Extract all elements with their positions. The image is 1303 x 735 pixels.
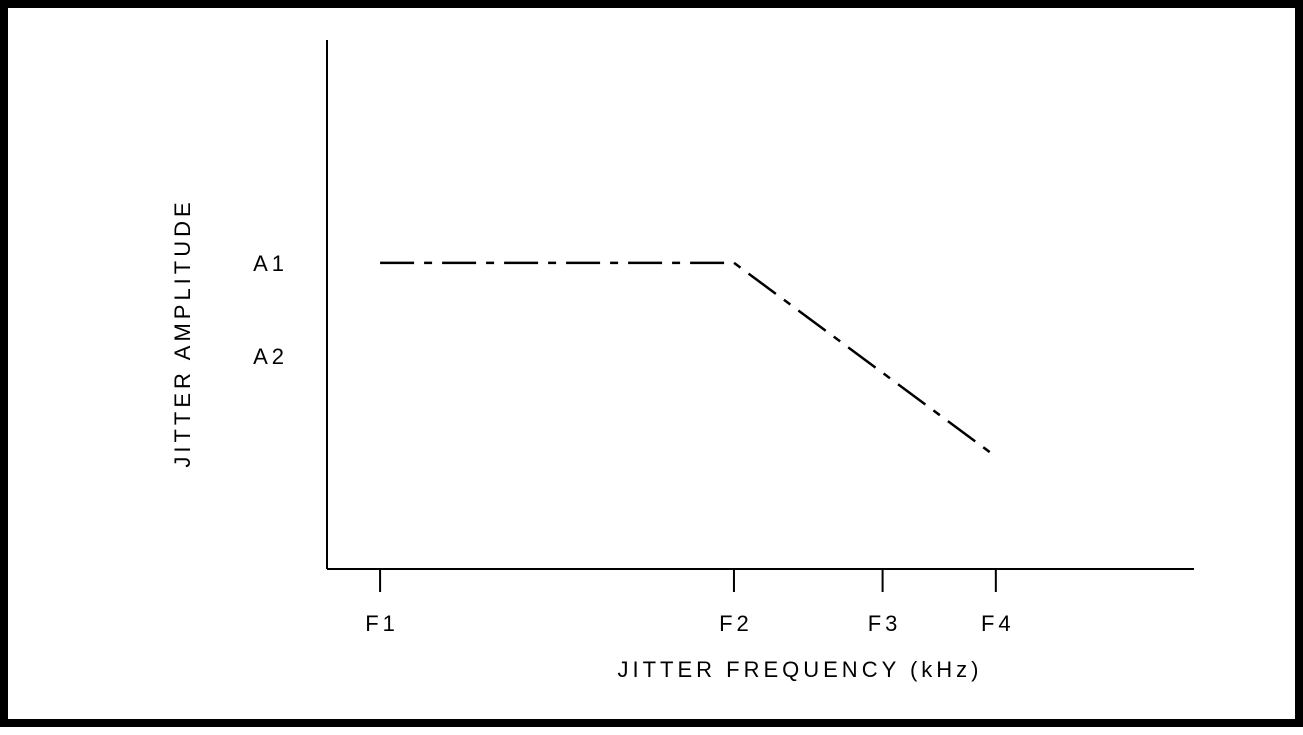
series-line-1 bbox=[380, 261, 997, 458]
x-tick-label-f3: F3 bbox=[868, 611, 902, 636]
series-group bbox=[380, 261, 997, 458]
x-axis-label: JITTER FREQUENCY (kHz) bbox=[617, 657, 982, 682]
y-tick-label-a1: A1 bbox=[253, 251, 288, 276]
x-tick-label-f2: F2 bbox=[719, 611, 753, 636]
jitter-chart: F1 F2 F3 F4 A1 A2 JITTER AMPLITUDE JITTER FR… bbox=[170, 40, 1194, 682]
x-ticks: F1 F2 F3 F4 bbox=[365, 569, 1015, 636]
y-ticks: A1 A2 bbox=[253, 251, 288, 369]
y-tick-label-a2: A2 bbox=[253, 344, 288, 369]
x-tick-label-f4: F4 bbox=[981, 611, 1015, 636]
y-axis-label: JITTER AMPLITUDE bbox=[170, 198, 195, 467]
x-tick-label-f1: F1 bbox=[365, 611, 399, 636]
